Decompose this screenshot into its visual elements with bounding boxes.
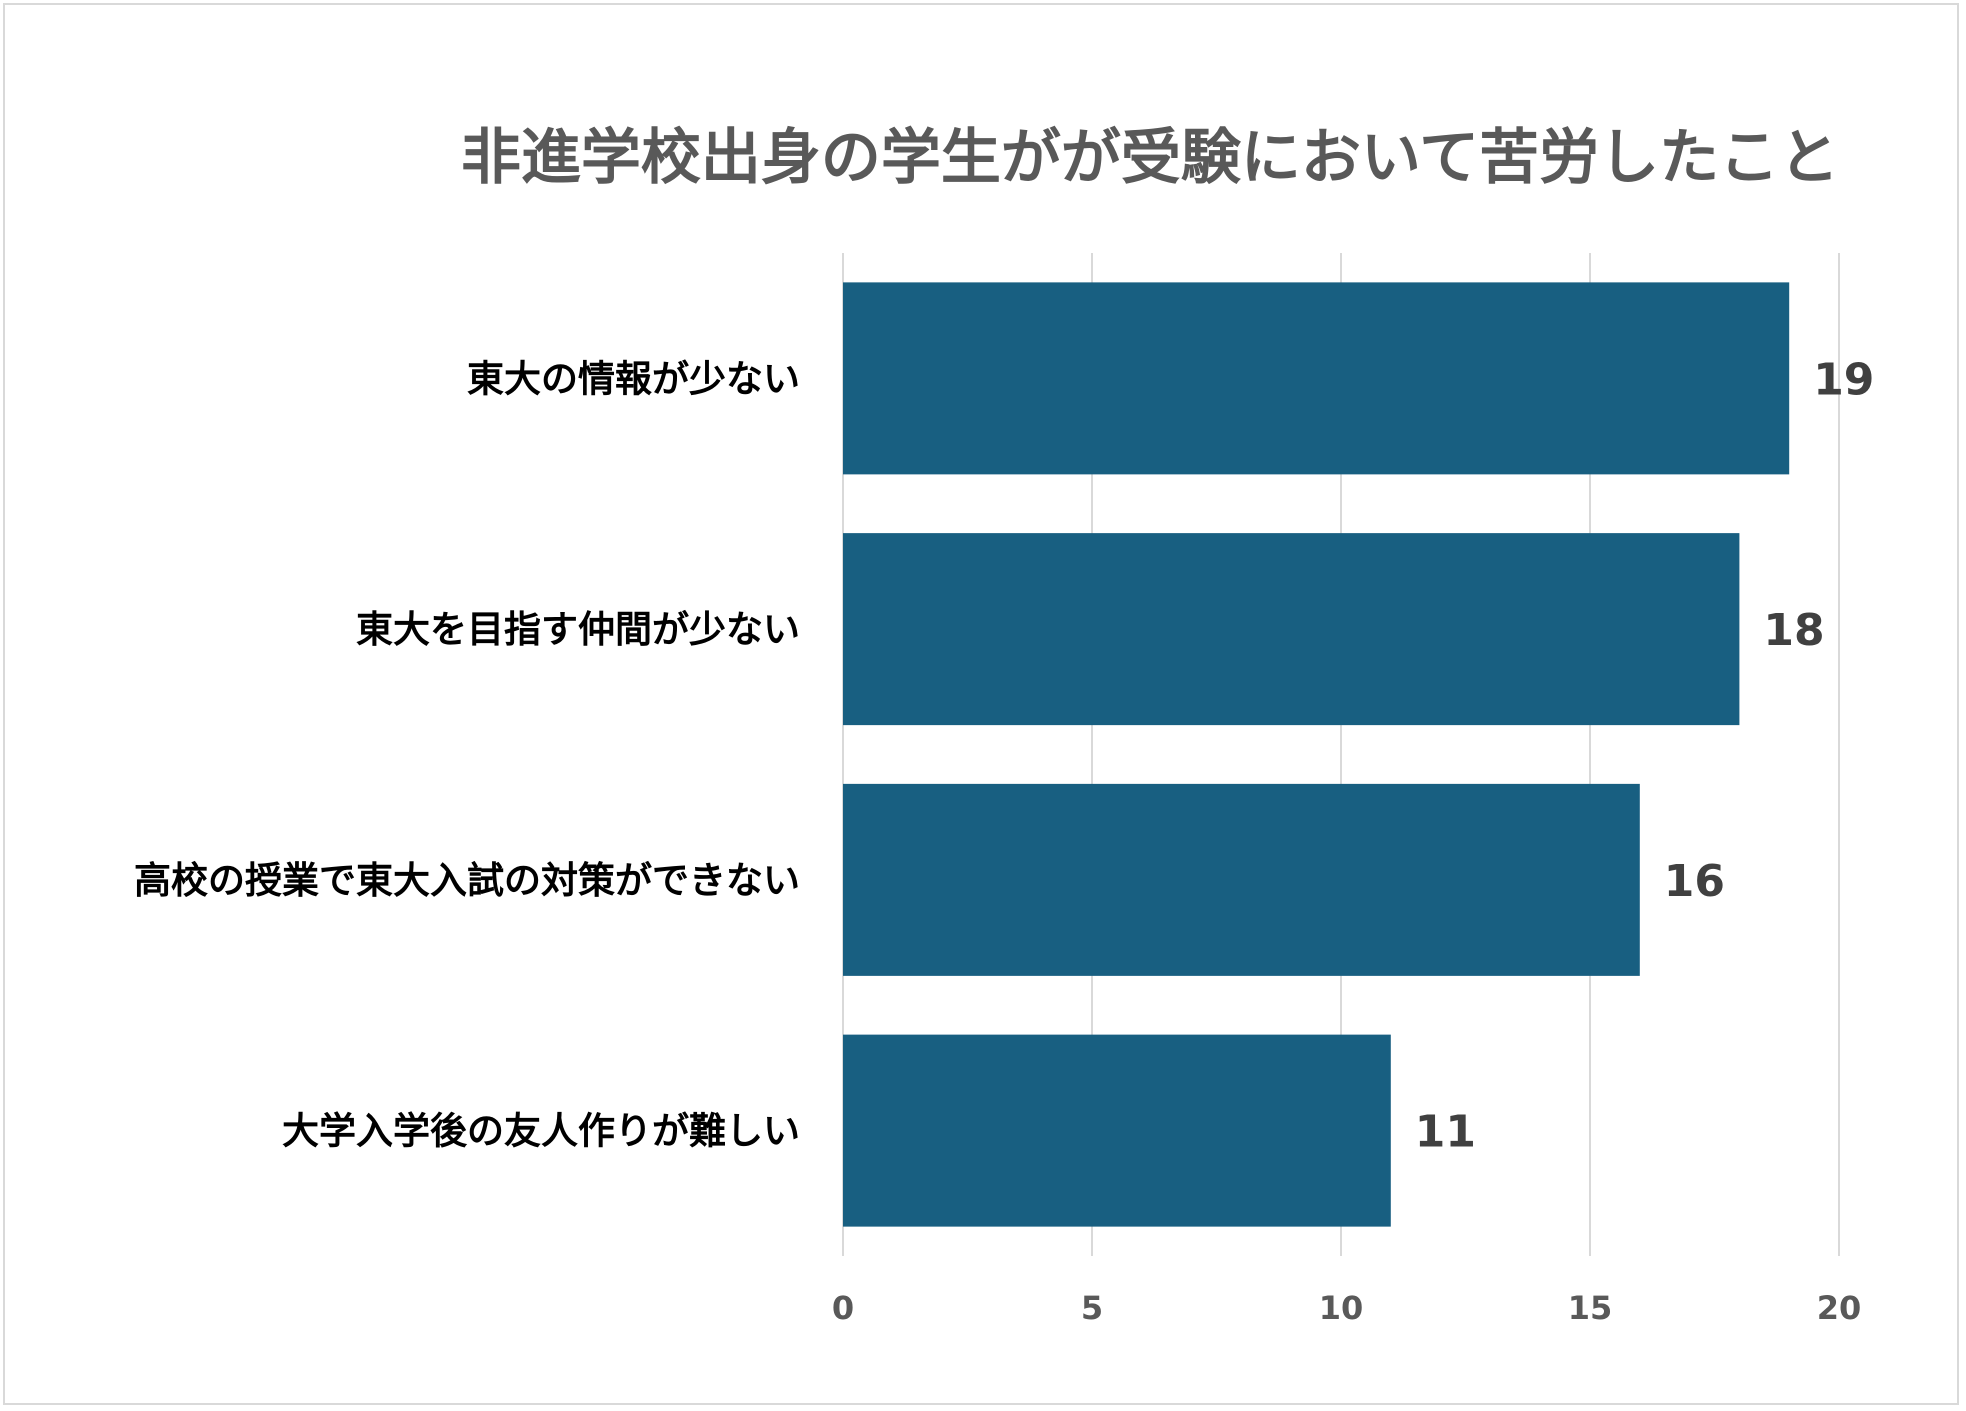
data-label: 19	[1813, 354, 1874, 405]
chart-title: 非進学校出身の学生がが受験において苦労したこと	[461, 123, 1839, 193]
category-label: 東大の情報が少ない	[467, 357, 800, 400]
bar	[843, 783, 1640, 976]
category-labels: 東大の情報が少ない東大を目指す仲間が少ない高校の授業で東大入試の対策ができない大…	[134, 357, 800, 1152]
x-tick-label: 10	[1319, 1289, 1364, 1327]
category-label: 大学入学後の友人作りが難しい	[282, 1110, 800, 1153]
x-tick-label: 20	[1817, 1289, 1862, 1327]
bar	[843, 533, 1740, 726]
bar	[843, 282, 1790, 475]
data-label: 16	[1664, 856, 1725, 907]
x-tick-label: 15	[1568, 1289, 1613, 1327]
data-label: 11	[1415, 1107, 1476, 1158]
data-labels: 19 18 16 11	[1415, 354, 1875, 1157]
category-label: 東大を目指す仲間が少ない	[356, 608, 800, 651]
x-tick-labels: 0 5 10 15 20	[832, 1289, 1861, 1327]
x-tick-label: 5	[1081, 1289, 1103, 1327]
x-tick-label: 0	[832, 1289, 854, 1327]
bars	[843, 282, 1790, 1227]
bar	[843, 1034, 1391, 1227]
data-label: 18	[1763, 605, 1824, 656]
category-label: 高校の授業で東大入試の対策ができない	[134, 859, 800, 902]
